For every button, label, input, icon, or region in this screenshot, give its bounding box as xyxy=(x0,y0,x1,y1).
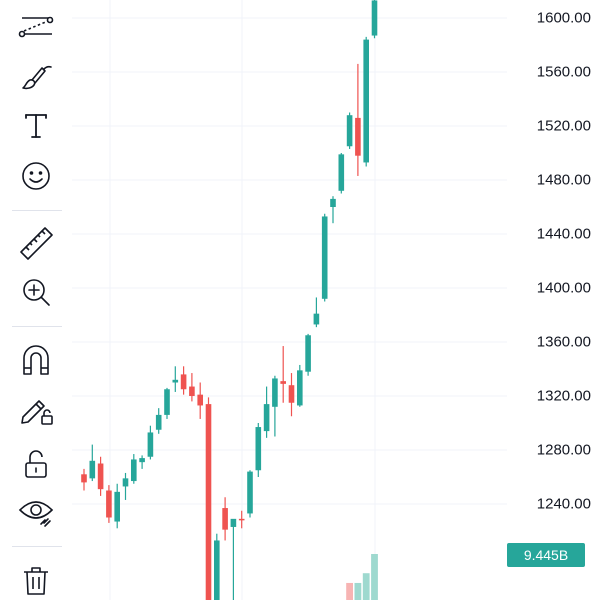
candle-body xyxy=(330,198,336,207)
candle-body xyxy=(371,0,378,36)
price-axis[interactable]: 1600.00 1560.00 1520.00 1480.00 1440.00 1400.… xyxy=(507,0,600,600)
candle-body xyxy=(305,335,311,372)
hide-drawings-button[interactable] xyxy=(14,490,58,534)
candle-body xyxy=(180,374,187,390)
eye-icon xyxy=(18,501,54,527)
candle-body xyxy=(214,540,220,600)
lock-drawing-pencil-icon xyxy=(21,400,53,425)
emoji-icon xyxy=(22,162,50,190)
candle-body xyxy=(230,518,237,527)
candle-body xyxy=(313,313,320,325)
ruler-button[interactable] xyxy=(14,222,58,266)
magnet-button[interactable] xyxy=(14,338,58,382)
toolbar-separator xyxy=(12,546,62,547)
candle-body xyxy=(155,414,162,430)
candle-body xyxy=(238,518,245,521)
candle-body xyxy=(197,394,203,406)
candle-body xyxy=(346,115,353,147)
candle-body xyxy=(205,404,212,600)
volume-value-label: 9.445B xyxy=(507,543,585,567)
candle-body xyxy=(321,216,328,299)
lock-drawing-button[interactable] xyxy=(14,390,58,434)
lock-open-icon xyxy=(25,450,47,478)
candle-body xyxy=(147,432,154,457)
candle-body xyxy=(363,39,369,163)
candle-body xyxy=(247,471,253,514)
volume-bar xyxy=(346,582,353,600)
candle-body xyxy=(122,478,129,487)
trend-line-tools-button[interactable] xyxy=(14,8,58,52)
ruler-icon xyxy=(20,227,53,260)
candle-body xyxy=(189,386,195,396)
volume-bar xyxy=(371,554,378,600)
magnet-icon xyxy=(23,345,49,375)
candle-body xyxy=(97,463,104,490)
price-axis-label: 1560.00 xyxy=(536,63,591,81)
candle-body xyxy=(272,378,278,407)
price-axis-label: 1400.00 xyxy=(536,279,591,297)
trend-line-tools-icon xyxy=(18,16,54,38)
toolbar-separator xyxy=(12,210,62,211)
remove-drawings-button[interactable] xyxy=(14,558,58,602)
price-axis-label: 1480.00 xyxy=(536,171,591,189)
brush-button[interactable] xyxy=(14,56,58,100)
candle-body xyxy=(280,381,286,384)
trash-icon xyxy=(24,567,48,595)
candle-body xyxy=(81,474,87,483)
volume-bar xyxy=(354,582,362,600)
volume-bar xyxy=(362,573,370,600)
candle-body xyxy=(297,370,303,406)
price-axis-label: 1240.00 xyxy=(536,495,591,513)
candle-body xyxy=(131,459,137,482)
candle-body xyxy=(222,508,228,530)
chart-pane[interactable] xyxy=(72,0,507,600)
price-axis-label: 1320.00 xyxy=(536,387,591,405)
text-tool-button[interactable] xyxy=(14,104,58,148)
lock-button[interactable] xyxy=(14,442,58,486)
candle-body xyxy=(255,427,262,471)
brush-icon xyxy=(22,65,52,90)
candle-body xyxy=(172,379,179,383)
candle-body xyxy=(263,404,270,432)
price-axis-label: 1520.00 xyxy=(536,117,591,135)
candlestick-chart[interactable] xyxy=(72,0,507,600)
text-tool-icon xyxy=(25,114,47,138)
candle-body xyxy=(139,458,145,463)
candle-body xyxy=(106,490,112,518)
price-axis-label: 1600.00 xyxy=(536,9,591,27)
candle-body xyxy=(355,117,361,156)
price-axis-label: 1440.00 xyxy=(536,225,591,243)
candle-body xyxy=(338,154,345,191)
price-axis-label: 1360.00 xyxy=(536,333,591,351)
candle-body xyxy=(114,491,120,522)
zoom-in-icon xyxy=(23,279,50,306)
candle-body xyxy=(89,460,96,479)
candle-body xyxy=(288,385,295,403)
price-axis-label: 1280.00 xyxy=(536,441,591,459)
toolbar-separator xyxy=(12,326,62,327)
zoom-in-button[interactable] xyxy=(14,270,58,314)
candle-body xyxy=(164,389,170,415)
drawing-toolbar xyxy=(0,0,72,600)
emoji-button[interactable] xyxy=(14,154,58,198)
